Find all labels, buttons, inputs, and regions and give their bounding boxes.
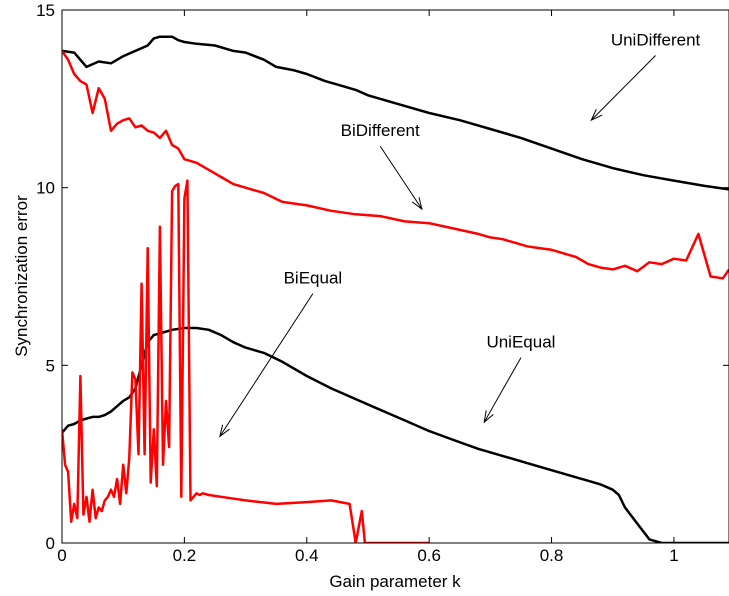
annotation-arrow-head <box>411 197 423 211</box>
x-tick-label: 1 <box>669 546 678 565</box>
annotation-layer: UniDifferent BiDifferent BiEqual UniEqual <box>219 31 701 438</box>
annotation-uniequal: UniEqual <box>486 333 555 352</box>
series-layer <box>62 35 729 543</box>
annotation-arrow-head <box>483 410 494 424</box>
annotation-arrow-line <box>483 357 522 423</box>
y-tick-label: 5 <box>46 356 55 375</box>
annotation-bidifferent: BiDifferent <box>341 121 420 140</box>
y-tick-label: 15 <box>36 1 55 20</box>
series-line-bidifferent <box>62 50 729 280</box>
x-tick-label: 0.2 <box>173 546 197 565</box>
x-axis-label: Gain parameter k <box>329 572 461 591</box>
series-line-unidifferent <box>62 35 729 191</box>
x-tick-label: 0.6 <box>417 546 441 565</box>
y-tick-label: 10 <box>36 179 55 198</box>
annotation-arrow-line <box>379 145 423 210</box>
annotation-biequal: BiEqual <box>284 269 343 288</box>
annotation-arrow-line <box>590 55 656 121</box>
annotation-unidifferent: UniDifferent <box>611 31 701 50</box>
annotation-arrow-line <box>219 293 314 437</box>
y-axis-label: Synchronization error <box>12 195 31 357</box>
x-tick-label: 0.4 <box>295 546 319 565</box>
plot-frame <box>61 9 729 544</box>
series-line-uniequal <box>62 326 729 543</box>
y-tick-label: 0 <box>46 534 55 553</box>
x-tick-label: 0 <box>57 546 66 565</box>
annotation-arrow-head <box>219 424 230 438</box>
x-tick-label: 0.8 <box>540 546 564 565</box>
series-line-biequal <box>62 179 430 543</box>
annotation-arrow-head <box>590 109 603 122</box>
